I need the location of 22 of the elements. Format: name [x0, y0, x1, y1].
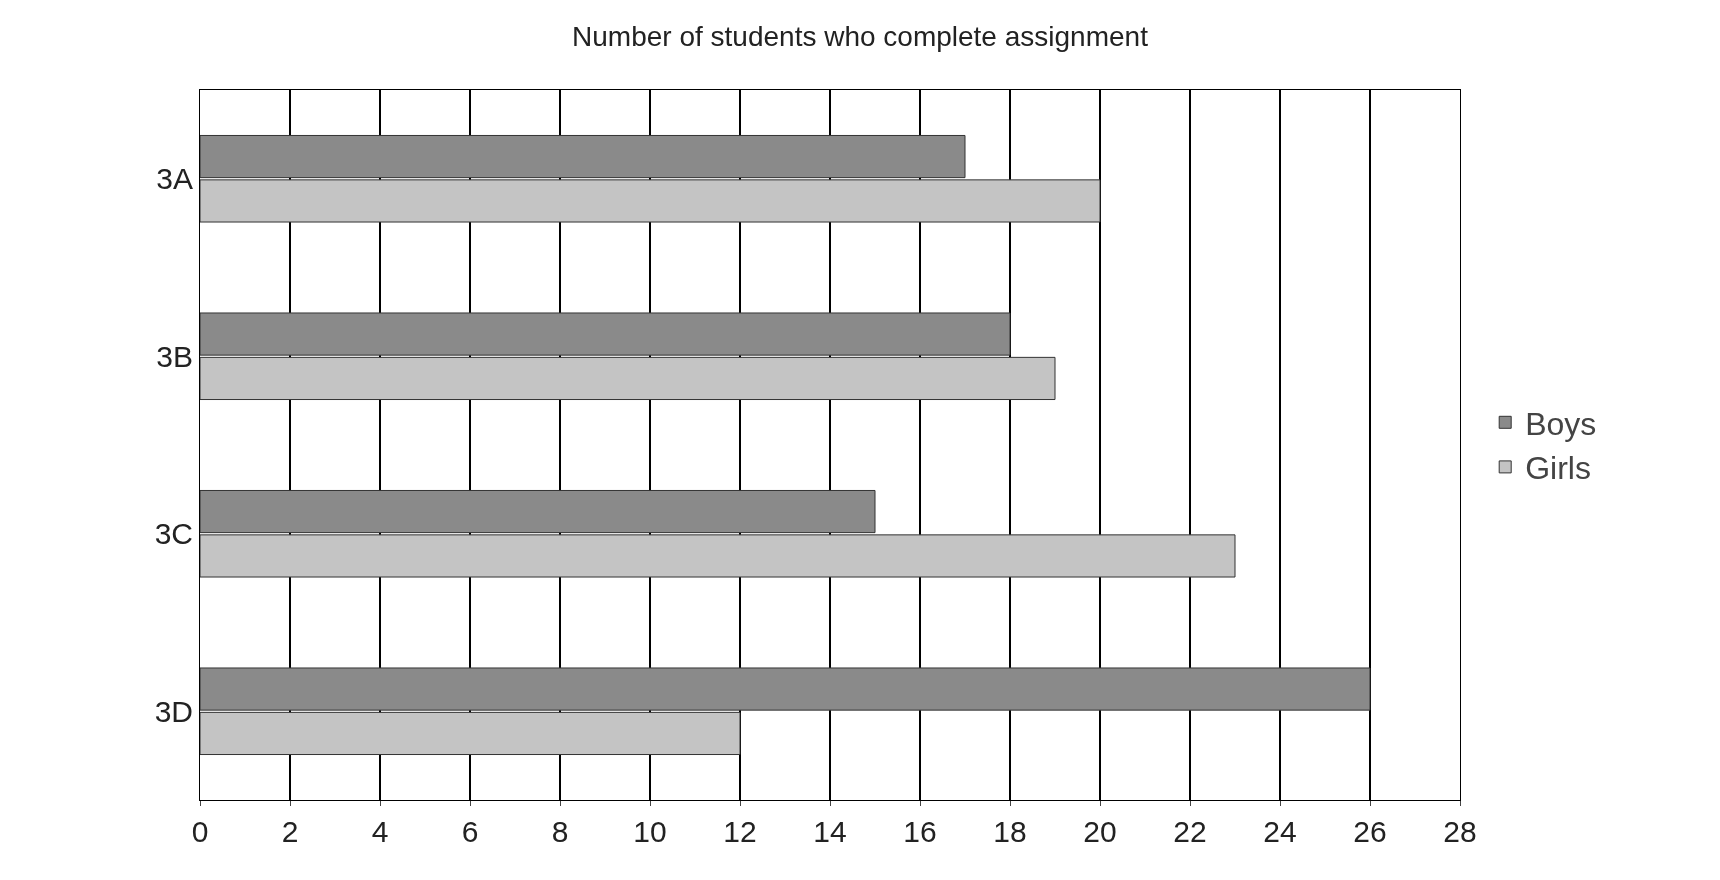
- y-tick-label: 3D: [154, 694, 193, 728]
- x-tick-label: 2: [281, 815, 299, 848]
- x-tick-label: 22: [1173, 815, 1207, 848]
- y-tick-label: 3A: [156, 162, 193, 196]
- x-tick-label: 0: [191, 815, 209, 848]
- x-tick-label: 6: [461, 815, 479, 848]
- x-tick-label: 14: [813, 815, 847, 848]
- x-tick-label: 10: [633, 815, 667, 848]
- y-tick-label: 3C: [154, 517, 193, 551]
- x-tick-label: 12: [723, 815, 757, 848]
- legend-label: Boys: [1525, 405, 1597, 442]
- x-tick-label: 28: [1443, 815, 1477, 848]
- x-tick-label: 20: [1083, 815, 1117, 848]
- x-tick-label: 16: [903, 815, 937, 848]
- x-tick-label: 18: [993, 815, 1027, 848]
- x-tick-label: 4: [371, 815, 389, 848]
- chart-title: Number of students who complete assignment: [572, 21, 1149, 52]
- x-tick-label: 8: [551, 815, 569, 848]
- legend-label: Girls: [1525, 450, 1591, 487]
- x-tick-label: 26: [1353, 815, 1387, 848]
- y-tick-label: 3B: [156, 339, 193, 373]
- x-tick-label: 24: [1263, 815, 1297, 848]
